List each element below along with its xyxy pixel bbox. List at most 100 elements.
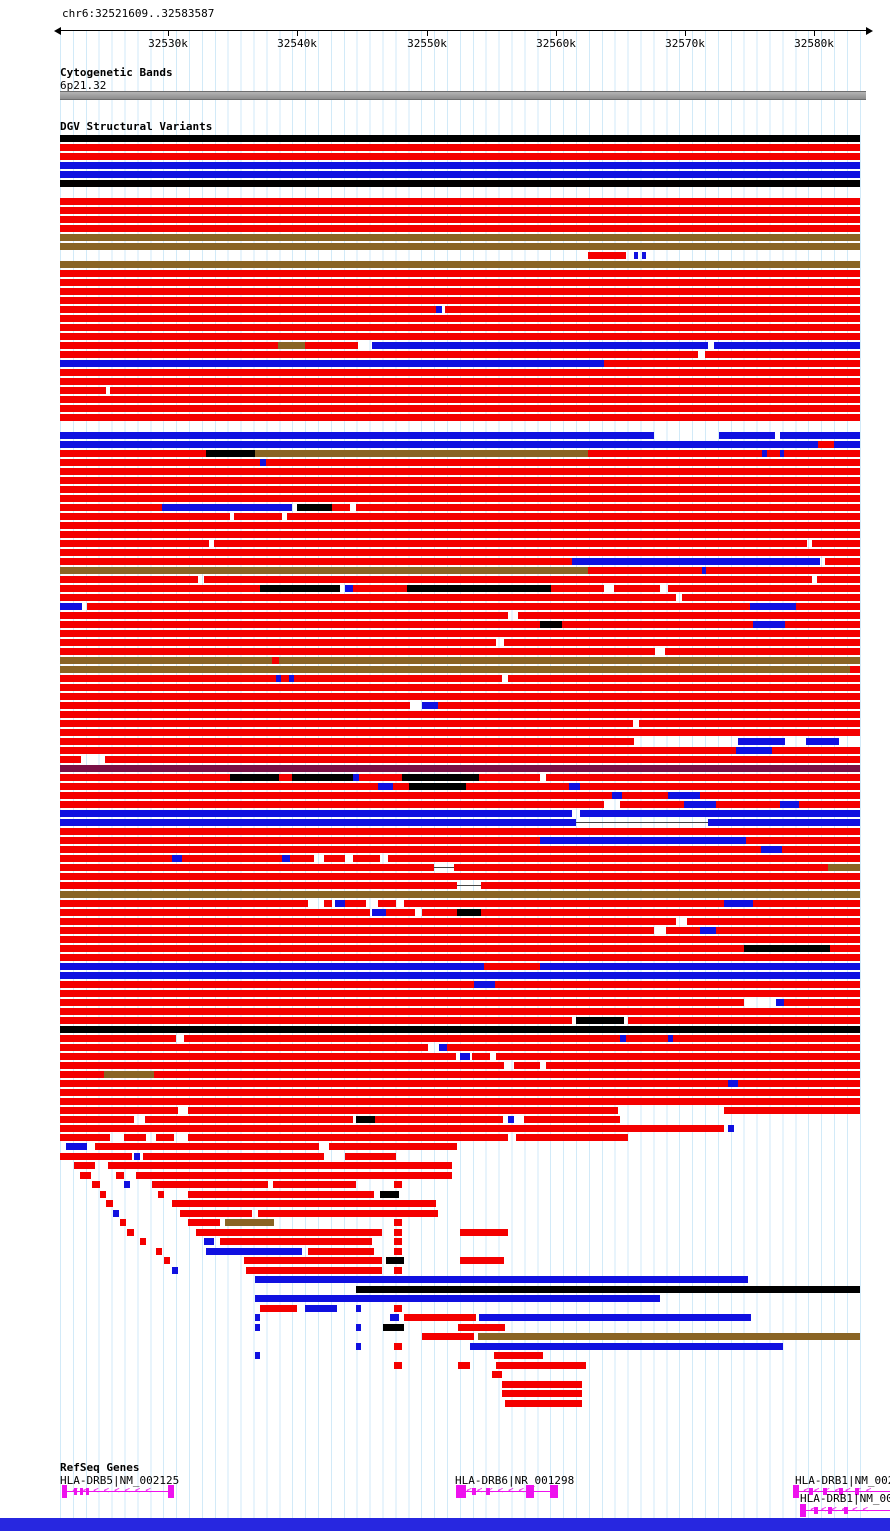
variant-bar[interactable] xyxy=(687,918,860,925)
variant-bar[interactable] xyxy=(220,1238,372,1245)
variant-bar[interactable] xyxy=(60,1125,724,1132)
variant-bar[interactable] xyxy=(60,558,572,565)
gene-exon[interactable] xyxy=(844,1507,848,1514)
variant-bar[interactable] xyxy=(60,639,496,646)
variant-bar[interactable] xyxy=(162,504,292,511)
variant-bar[interactable] xyxy=(784,450,860,457)
variant-bar[interactable] xyxy=(172,1200,436,1207)
variant-bar[interactable] xyxy=(407,585,552,592)
variant-bar[interactable] xyxy=(752,900,860,907)
variant-bar[interactable] xyxy=(60,684,860,691)
variant-bar[interactable] xyxy=(204,1238,214,1245)
variant-bar[interactable] xyxy=(87,603,750,610)
variant-bar[interactable] xyxy=(394,1219,403,1226)
variant-bar[interactable] xyxy=(508,675,860,682)
variant-bar[interactable] xyxy=(404,1314,476,1321)
variant-bar[interactable] xyxy=(850,666,860,673)
variant-bar[interactable] xyxy=(744,945,831,952)
variant-bar[interactable] xyxy=(613,585,660,592)
variant-bar[interactable] xyxy=(479,1314,752,1321)
variant-bar[interactable] xyxy=(66,1143,88,1150)
variant-bar[interactable] xyxy=(493,1352,544,1359)
variant-bar[interactable] xyxy=(496,1053,860,1060)
variant-bar[interactable] xyxy=(830,945,860,952)
variant-bar[interactable] xyxy=(324,900,332,907)
variant-bar[interactable] xyxy=(352,855,380,862)
variant-bar[interactable] xyxy=(60,315,860,322)
variant-bar[interactable] xyxy=(60,378,860,385)
variant-bar[interactable] xyxy=(639,720,860,727)
variant-bar[interactable] xyxy=(60,630,860,637)
gene-exon[interactable] xyxy=(800,1504,806,1517)
variant-bar[interactable] xyxy=(784,999,860,1006)
variant-bar[interactable] xyxy=(60,504,163,511)
variant-bar[interactable] xyxy=(136,1172,452,1179)
variant-bar[interactable] xyxy=(60,990,860,997)
variant-bar[interactable] xyxy=(60,144,860,151)
variant-bar[interactable] xyxy=(60,918,676,925)
variant-bar[interactable] xyxy=(60,522,860,529)
variant-bar[interactable] xyxy=(356,1305,361,1312)
ruler-right-arrow-icon[interactable] xyxy=(866,27,873,35)
variant-bar[interactable] xyxy=(60,1098,860,1105)
variant-bar[interactable] xyxy=(439,1044,448,1051)
variant-bar[interactable] xyxy=(724,1107,860,1114)
variant-bar[interactable] xyxy=(780,801,800,808)
variant-bar[interactable] xyxy=(60,531,860,538)
gene-exon[interactable] xyxy=(456,1485,466,1498)
variant-bar[interactable] xyxy=(60,549,860,556)
variant-bar[interactable] xyxy=(60,891,860,898)
variant-bar[interactable] xyxy=(60,1116,134,1123)
variant-bar[interactable] xyxy=(60,837,540,844)
variant-bar[interactable] xyxy=(60,963,484,970)
variant-bar[interactable] xyxy=(60,1008,860,1015)
variant-bar[interactable] xyxy=(588,450,763,457)
variant-bar[interactable] xyxy=(672,1035,860,1042)
variant-bar[interactable] xyxy=(456,885,481,886)
variant-bar[interactable] xyxy=(469,1343,784,1350)
variant-bar[interactable] xyxy=(375,1116,504,1123)
variant-bar[interactable] xyxy=(60,351,699,358)
gene-intron-line[interactable] xyxy=(62,1491,174,1492)
variant-bar[interactable] xyxy=(386,1257,404,1264)
variant-bar[interactable] xyxy=(458,1324,505,1331)
variant-bar[interactable] xyxy=(700,927,716,934)
variant-bar[interactable] xyxy=(292,774,353,781)
variant-bar[interactable] xyxy=(816,576,860,583)
variant-bar[interactable] xyxy=(188,1219,220,1226)
variant-bar[interactable] xyxy=(92,1181,100,1188)
variant-bar[interactable] xyxy=(60,324,860,331)
variant-bar[interactable] xyxy=(524,1116,620,1123)
variant-bar[interactable] xyxy=(776,999,784,1006)
variant-bar[interactable] xyxy=(60,279,860,286)
variant-bar[interactable] xyxy=(260,1305,297,1312)
variant-bar[interactable] xyxy=(762,450,768,457)
variant-bar[interactable] xyxy=(224,1219,275,1226)
variant-bar[interactable] xyxy=(628,1017,860,1024)
variant-bar[interactable] xyxy=(568,783,580,790)
variant-bar[interactable] xyxy=(404,900,724,907)
gene-exon[interactable] xyxy=(486,1488,490,1495)
variant-bar[interactable] xyxy=(719,432,776,439)
gene-exon[interactable] xyxy=(62,1485,67,1498)
variant-bar[interactable] xyxy=(492,1371,502,1378)
variant-bar[interactable] xyxy=(394,1238,403,1245)
variant-bar[interactable] xyxy=(255,450,588,457)
variant-bar[interactable] xyxy=(60,1062,504,1069)
variant-bar[interactable] xyxy=(60,954,860,961)
variant-bar[interactable] xyxy=(133,1153,140,1160)
variant-bar[interactable] xyxy=(60,360,604,367)
gene-exon[interactable] xyxy=(823,1488,827,1495)
variant-bar[interactable] xyxy=(389,1314,400,1321)
variant-bar[interactable] xyxy=(546,1062,860,1069)
variant-bar[interactable] xyxy=(60,603,83,610)
variant-bar[interactable] xyxy=(516,1134,628,1141)
variant-bar[interactable] xyxy=(60,234,860,241)
variant-bar[interactable] xyxy=(205,1248,302,1255)
variant-bar[interactable] xyxy=(255,1352,260,1359)
variant-bar[interactable] xyxy=(501,1390,582,1397)
variant-bar[interactable] xyxy=(394,1305,403,1312)
variant-bar[interactable] xyxy=(780,432,860,439)
variant-bar[interactable] xyxy=(642,252,646,259)
variant-bar[interactable] xyxy=(580,783,860,790)
